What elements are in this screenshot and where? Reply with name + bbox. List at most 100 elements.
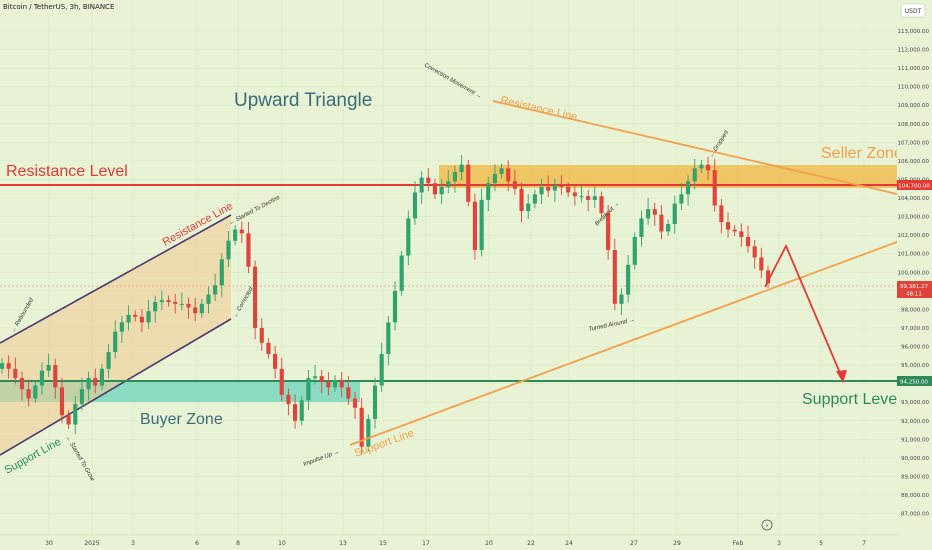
candle-body [506,168,511,182]
candle-body [672,203,677,225]
time-tick-label: 15 [379,540,387,547]
candle-body [206,294,211,304]
candle-body [732,229,737,232]
candle-body [146,311,151,323]
candle-body [226,240,231,260]
candle-body [33,385,38,399]
candle-body [619,294,624,304]
channel-upper-line [0,214,232,344]
seller-zone-label: Seller Zone [821,145,903,162]
candle-body [299,400,304,421]
candle-body [752,246,757,258]
price-tick-label: 102,000.00 [898,233,930,239]
candle-body [406,218,411,256]
projection-path [764,243,844,381]
candle-body [559,185,564,187]
candle-body [193,307,198,314]
price-tick-label: 98,000.00 [901,307,929,313]
triangle-resistance-line [492,100,898,195]
candle-body [606,212,611,251]
candle-body [626,264,631,295]
time-tick-label: 10 [278,540,286,547]
candle-body [119,322,124,332]
candle-body [686,181,691,195]
price-tick-label: 97,000.00 [901,326,929,332]
projection-arrowhead [836,370,847,383]
candle-body [59,387,65,416]
candle-body [219,259,224,286]
support-price-badge-box [897,376,932,386]
candle-body [759,257,764,271]
candle-body [459,164,464,173]
channel-lower-line [0,318,232,456]
candle-body [253,266,258,328]
candle-body [592,196,597,200]
candles-group [0,154,771,455]
grid-lines [0,0,897,535]
candle-body [186,303,191,308]
buyer-zone-label: Buyer Zone [140,411,223,428]
candle-body [532,194,537,204]
candle-body [352,398,358,408]
candle-body [666,224,671,232]
candle-body [346,387,351,399]
candle-body [386,322,391,354]
seller-zone-area [439,165,897,188]
candle-body [519,188,524,212]
candle-body [259,327,264,343]
candle-body [139,316,144,323]
candle-body [612,250,617,304]
candle-body [159,300,164,302]
candle-body [166,300,171,302]
time-tick-label: 20 [485,540,493,547]
price-tick-label: 95,000.00 [901,363,929,369]
candle-body [572,192,577,197]
candle-body [372,385,378,419]
chart-title: Bitcoin / TetherUS, 3h, BINANCE [3,3,115,11]
price-tick-label: 89,000.00 [901,474,929,480]
triangle-support-line [349,241,898,446]
candle-body [46,365,51,371]
time-tick-label: 17 [422,540,430,547]
time-tick-label: 2025 [84,540,99,547]
candle-body [439,186,444,195]
candle-body [412,192,418,219]
candle-body [126,314,131,323]
price-tick-label: 108,000.00 [898,122,930,128]
candle-body [246,233,251,267]
time-tick-label: 3 [131,540,135,547]
candle-body [745,237,751,247]
time-tick-label: Feb [733,540,744,547]
lightning-icon[interactable] [761,519,773,531]
candle-body [692,168,697,182]
candle-body [399,255,404,291]
candle-body [452,172,458,182]
candle-body [106,352,111,369]
candle-body [173,301,178,304]
price-tick-label: 109,000.00 [898,103,930,109]
candle-body [39,370,45,386]
price-tick-label: 87,000.00 [901,512,929,518]
candle-body [26,389,31,399]
candle-body [432,183,438,195]
candle-body [13,368,18,379]
candle-body [293,404,298,421]
lightning-glyph: ⚡ [765,523,769,530]
candle-body [526,203,531,212]
candle-body [73,404,78,425]
candle-body [446,181,451,187]
candle-body [153,301,158,312]
candle-body [599,196,604,213]
price-tick-label: 107,000.00 [898,140,930,146]
candle-body [546,186,551,191]
candle-body [679,194,684,204]
price-axis-panel[interactable] [897,0,932,550]
support-level-label: Support Level [802,391,901,408]
usdt-badge-box[interactable] [900,3,926,18]
price-tick-label: 88,000.00 [901,493,929,499]
candle-body [699,164,704,169]
candle-body [239,229,244,234]
candle-body [113,331,118,353]
usdt-badge[interactable]: USDT [905,8,922,15]
